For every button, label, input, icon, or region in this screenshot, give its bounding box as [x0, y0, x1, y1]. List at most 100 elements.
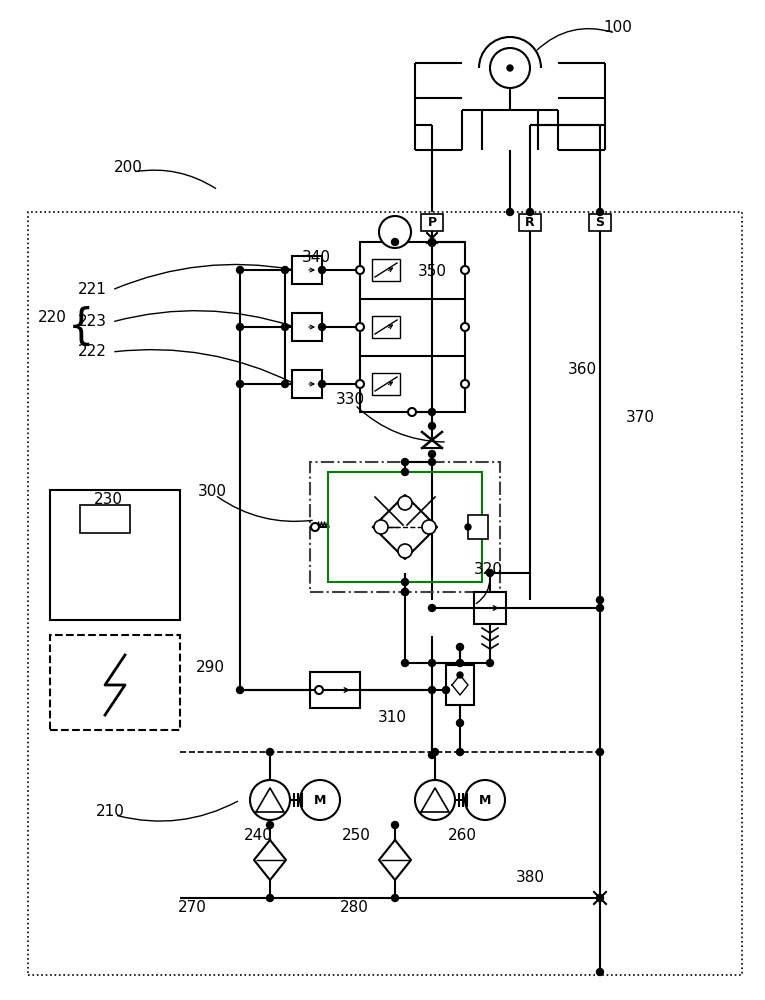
- Circle shape: [408, 408, 416, 416]
- Circle shape: [597, 596, 604, 603]
- Circle shape: [490, 48, 530, 88]
- Circle shape: [428, 604, 435, 611]
- Circle shape: [461, 323, 469, 331]
- Text: S: S: [595, 216, 604, 229]
- Circle shape: [526, 209, 533, 216]
- Bar: [372, 316, 400, 338]
- Bar: [589, 214, 611, 231]
- Circle shape: [236, 686, 243, 694]
- Circle shape: [282, 266, 288, 273]
- Text: 240: 240: [243, 828, 272, 844]
- Text: 250: 250: [341, 828, 370, 844]
- Circle shape: [402, 660, 409, 666]
- Circle shape: [311, 523, 319, 531]
- Text: 380: 380: [516, 870, 545, 886]
- Text: M: M: [479, 794, 491, 806]
- Circle shape: [506, 209, 513, 216]
- Bar: [446, 665, 474, 705]
- Text: 340: 340: [301, 250, 330, 265]
- Bar: [292, 256, 322, 284]
- Bar: [474, 592, 506, 624]
- Text: 223: 223: [77, 314, 106, 330]
- Circle shape: [379, 216, 411, 248]
- Circle shape: [374, 520, 388, 534]
- Text: 270: 270: [177, 900, 207, 916]
- Circle shape: [392, 238, 399, 245]
- Text: 320: 320: [474, 562, 503, 578]
- Text: 221: 221: [77, 282, 106, 298]
- Circle shape: [318, 324, 325, 330]
- Circle shape: [457, 748, 464, 756]
- Text: 310: 310: [377, 710, 406, 726]
- Bar: [372, 373, 400, 395]
- Circle shape: [597, 968, 604, 976]
- Circle shape: [461, 266, 469, 274]
- Circle shape: [356, 323, 364, 331]
- Bar: [360, 242, 465, 412]
- Bar: [372, 259, 400, 281]
- Circle shape: [236, 324, 243, 330]
- Circle shape: [282, 380, 288, 387]
- Text: 100: 100: [604, 20, 633, 35]
- Bar: [28, 212, 742, 975]
- Text: {: {: [68, 306, 95, 348]
- Circle shape: [442, 686, 450, 694]
- Circle shape: [266, 894, 274, 902]
- Circle shape: [487, 570, 493, 576]
- Circle shape: [428, 686, 435, 694]
- Circle shape: [392, 822, 399, 828]
- Circle shape: [597, 604, 604, 611]
- Bar: [421, 214, 443, 231]
- Text: 210: 210: [96, 804, 125, 820]
- Circle shape: [428, 660, 435, 666]
- Circle shape: [402, 468, 409, 476]
- Circle shape: [457, 644, 464, 650]
- Circle shape: [398, 544, 412, 558]
- Circle shape: [392, 894, 399, 902]
- Bar: [310, 462, 500, 592]
- Bar: [50, 490, 180, 620]
- Circle shape: [266, 822, 274, 828]
- Bar: [328, 472, 482, 582]
- Circle shape: [431, 748, 438, 756]
- Text: 220: 220: [37, 310, 67, 326]
- Circle shape: [356, 266, 364, 274]
- Circle shape: [236, 266, 243, 273]
- Circle shape: [428, 450, 435, 458]
- Text: 330: 330: [335, 392, 365, 408]
- Circle shape: [428, 422, 435, 430]
- Circle shape: [428, 458, 435, 466]
- Text: 370: 370: [626, 410, 655, 426]
- Circle shape: [422, 520, 436, 534]
- Circle shape: [428, 408, 435, 416]
- Bar: [292, 370, 322, 398]
- Text: 280: 280: [340, 900, 369, 916]
- Circle shape: [428, 752, 435, 758]
- Circle shape: [457, 672, 463, 678]
- Circle shape: [428, 238, 435, 245]
- Text: 360: 360: [568, 362, 597, 377]
- Text: 350: 350: [418, 264, 447, 279]
- Circle shape: [402, 578, 409, 585]
- Bar: [292, 313, 322, 341]
- Circle shape: [402, 588, 409, 595]
- Circle shape: [597, 209, 604, 216]
- Circle shape: [597, 894, 604, 902]
- Circle shape: [315, 686, 323, 694]
- Circle shape: [428, 239, 435, 246]
- Circle shape: [282, 324, 288, 330]
- Circle shape: [266, 748, 274, 756]
- Circle shape: [461, 380, 469, 388]
- Text: 290: 290: [196, 660, 224, 676]
- Circle shape: [318, 266, 325, 273]
- Circle shape: [465, 524, 471, 530]
- Circle shape: [402, 458, 409, 466]
- Text: R: R: [526, 216, 535, 229]
- Circle shape: [457, 720, 464, 726]
- Text: 230: 230: [93, 492, 122, 508]
- Circle shape: [457, 660, 464, 666]
- Text: 200: 200: [113, 160, 142, 176]
- Circle shape: [597, 748, 604, 756]
- Circle shape: [402, 588, 409, 595]
- Circle shape: [398, 496, 412, 510]
